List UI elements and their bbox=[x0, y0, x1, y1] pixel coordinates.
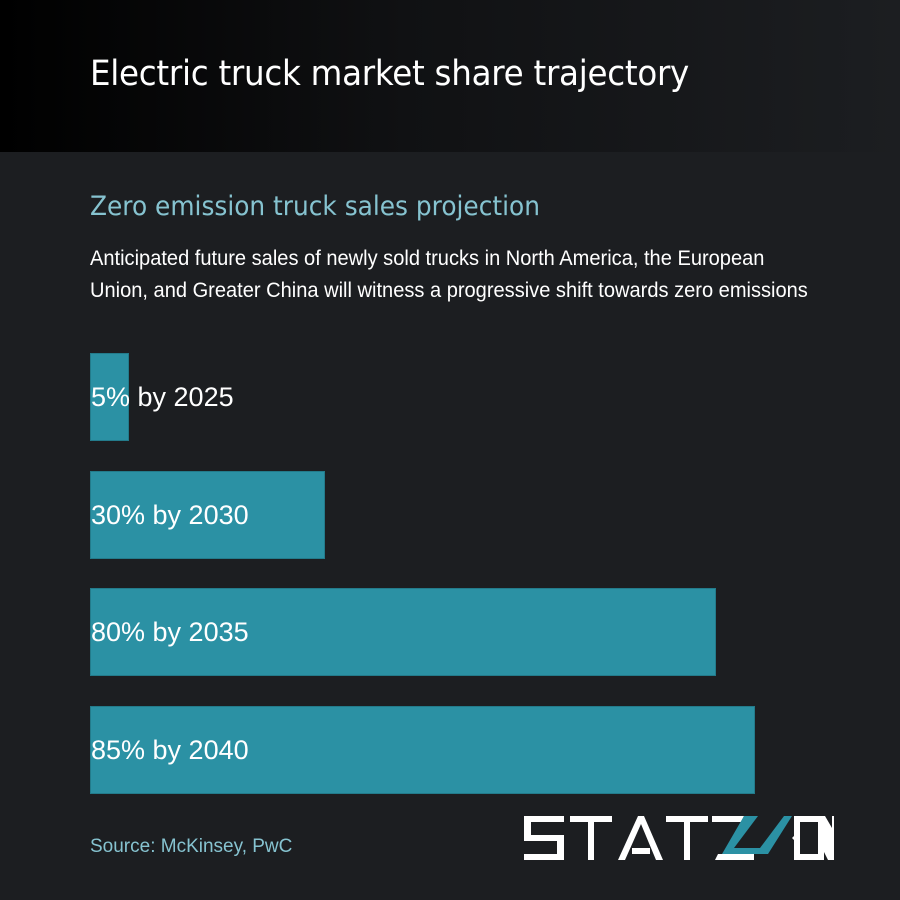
bar-2025 bbox=[90, 353, 129, 441]
bar-2030 bbox=[90, 471, 325, 559]
source-note: Source: McKinsey, PwC bbox=[90, 836, 293, 857]
bar-label: 80% by 2035 bbox=[91, 617, 249, 647]
page-title: Electric truck market share trajectory bbox=[90, 54, 690, 94]
bar-2040 bbox=[90, 706, 755, 794]
bar-label: 85% by 2040 bbox=[91, 735, 249, 765]
chart-title: Zero emission truck sales projection bbox=[90, 191, 540, 222]
chart-description: Anticipated future sales of newly sold t… bbox=[90, 247, 808, 302]
bar-label: 30% by 2030 bbox=[91, 500, 249, 530]
bar-label: 5% by 2025 bbox=[91, 382, 234, 412]
bar-2035 bbox=[90, 588, 716, 676]
header-banner: Electric truck market share trajectory bbox=[0, 0, 900, 152]
statzon-logo bbox=[522, 814, 838, 867]
